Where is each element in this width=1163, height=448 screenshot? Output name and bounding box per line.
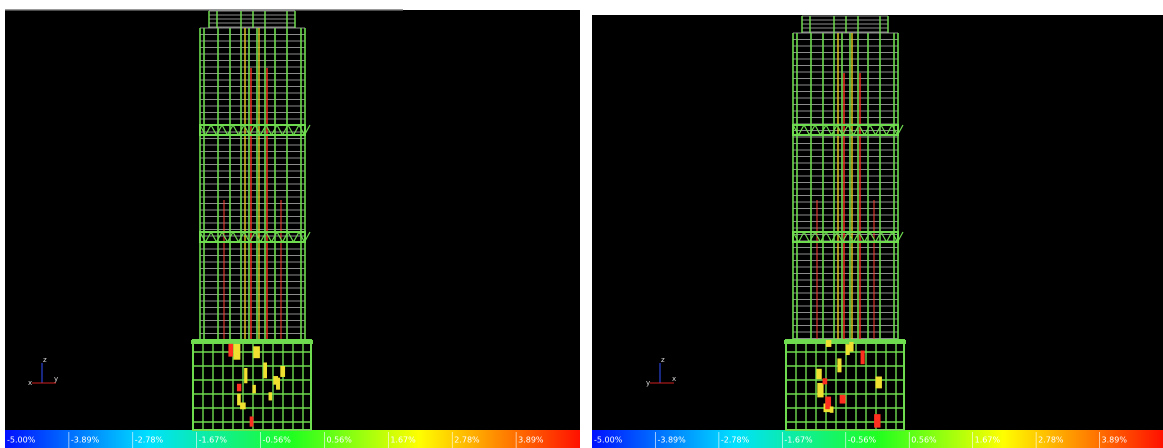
stress-patch [823,378,828,384]
legend-label: -1.67% [199,436,228,445]
axis-label: z [43,356,47,364]
stress-patch [253,346,260,358]
legend-label: -3.89% [71,436,100,445]
stress-patch [263,362,267,378]
stress-patch [273,376,278,385]
title-bar-edge [5,9,403,11]
legend-label: -1.67% [784,436,813,445]
stress-patch [875,377,881,389]
legend-label: 1.67% [390,436,416,445]
stress-patch [874,414,880,427]
legend-label: -3.89% [657,436,686,445]
stress-patch [846,344,850,355]
stress-patch [816,369,821,379]
stress-patch [861,351,865,365]
stress-patch [237,394,241,406]
stress-patch [826,340,831,347]
stress-patch [817,383,823,397]
stress-patch [280,366,285,377]
legend-label: -5.00% [7,436,36,445]
stress-patch [830,406,834,412]
legend-label: 2.78% [454,436,480,445]
stress-patch [240,403,246,410]
legend-label: -0.56% [848,436,877,445]
stress-patch [244,368,247,383]
stress-patch [252,385,255,393]
axis-label: y [54,375,58,383]
stress-patch [269,392,273,400]
stress-patch [250,416,254,426]
legend-label: 3.89% [518,436,544,445]
legend-label: -0.56% [263,436,292,445]
axis-label: x [672,375,676,383]
legend-label: -2.78% [721,436,750,445]
stress-patch [840,395,846,404]
viewport [592,15,1163,430]
stress-patch [849,342,853,352]
axis-label: x [28,379,32,387]
legend-label: 1.67% [975,436,1001,445]
axis-label: y [646,379,650,387]
legend-label: 0.56% [326,436,352,445]
stress-patch [228,344,233,357]
axis-label: z [661,356,665,364]
stress-patch [837,358,841,372]
legend-label: 2.78% [1038,436,1064,445]
legend-label: 0.56% [911,436,937,445]
legend-label: -5.00% [594,436,623,445]
legend-label: 3.89% [1102,436,1128,445]
stress-patch [237,384,241,392]
legend-label: -2.78% [135,436,164,445]
stress-patch [234,344,241,360]
screenshot: z x y -5.00% -3.89% -2.78% -1.67% -0.56% 0.56% 1.… [0,0,1163,448]
